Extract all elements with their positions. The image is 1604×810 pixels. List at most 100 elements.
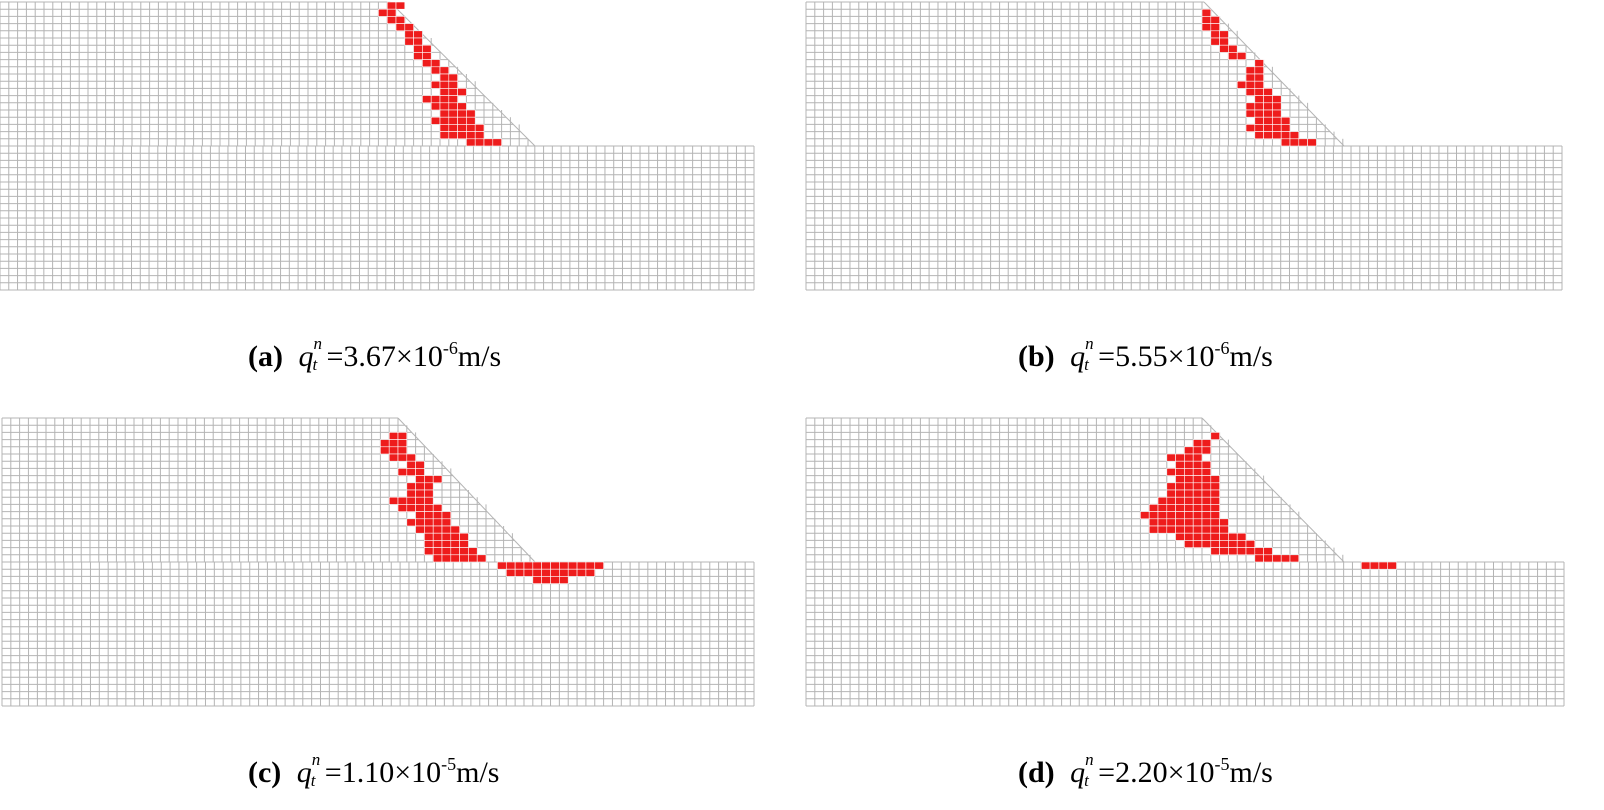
failed-element [1219, 532, 1229, 541]
failed-element [1192, 496, 1203, 505]
failed-element [466, 131, 476, 140]
failed-element [1210, 540, 1220, 548]
failed-element [1184, 504, 1194, 512]
flux-unit: m/s [457, 340, 502, 373]
failed-element [406, 453, 416, 462]
failed-element [1280, 138, 1291, 147]
failed-element [388, 432, 399, 440]
caption-b: (b) q n t =5.55×10-6m/s [1018, 334, 1273, 374]
failed-element [1210, 482, 1220, 491]
failed-element [1219, 518, 1229, 527]
failed-element [1219, 540, 1229, 548]
failed-element [1166, 518, 1176, 527]
failed-element [576, 561, 587, 570]
flux-exponent: -6 [442, 338, 458, 358]
failed-element [1201, 475, 1212, 484]
failed-element [1140, 511, 1150, 520]
failed-element [1254, 124, 1264, 132]
failed-element [441, 511, 452, 520]
failed-element [424, 525, 434, 534]
failed-element [459, 532, 469, 541]
failed-element [1245, 73, 1256, 82]
failed-element [1245, 547, 1256, 556]
failed-element [439, 73, 450, 82]
failed-element [1157, 496, 1168, 505]
failed-element [430, 116, 441, 125]
failed-element [1254, 102, 1264, 111]
failed-element [1192, 511, 1203, 520]
failed-element [1184, 446, 1194, 455]
failed-element [1289, 554, 1300, 563]
failed-element [1192, 460, 1203, 469]
failed-element [1201, 518, 1212, 527]
failed-element [413, 30, 423, 39]
failed-element [1272, 131, 1282, 140]
flux-exponent: -5 [441, 754, 457, 774]
failed-element [457, 124, 467, 132]
failed-element [457, 102, 467, 111]
failed-element [448, 88, 458, 96]
flux-unit: m/s [1229, 756, 1273, 789]
failed-elements [378, 1, 502, 147]
failed-element [1192, 482, 1203, 491]
failed-element [441, 547, 452, 556]
failed-element [424, 496, 434, 505]
failed-element [1210, 475, 1220, 484]
failed-element [424, 532, 434, 541]
failed-element [439, 131, 450, 140]
failed-element [439, 88, 450, 96]
failed-element [1192, 504, 1203, 512]
failed-element [567, 561, 578, 570]
failed-element [422, 59, 432, 68]
failed-element [448, 131, 458, 140]
failed-element [1184, 496, 1194, 505]
failed-element [1210, 525, 1220, 534]
failed-element [388, 446, 399, 455]
failed-element [1245, 102, 1256, 111]
failed-element [1254, 88, 1264, 96]
failed-element [541, 568, 551, 577]
failed-element [1210, 511, 1220, 520]
slope-mesh-c [1, 417, 755, 707]
failed-element [1175, 460, 1185, 469]
failed-element [559, 576, 569, 584]
failed-element [430, 80, 441, 89]
failed-element [413, 37, 423, 46]
failed-element [1175, 525, 1185, 534]
failed-element [422, 44, 432, 53]
failed-element [514, 561, 525, 570]
failed-element [1184, 540, 1194, 548]
failed-element [1254, 131, 1264, 140]
failed-element [395, 23, 406, 32]
failed-element [450, 525, 460, 534]
failed-element [415, 475, 425, 484]
failed-element [406, 460, 416, 469]
failed-element [424, 475, 434, 484]
failed-element [1263, 124, 1273, 132]
failed-element [424, 518, 434, 527]
failed-element [505, 561, 516, 570]
failed-element [1201, 489, 1212, 498]
failed-element [404, 30, 414, 39]
failed-element [550, 576, 560, 584]
failed-element [415, 518, 425, 527]
failed-element [1201, 439, 1212, 448]
failed-element [415, 511, 425, 520]
failed-element [397, 504, 408, 512]
failed-element [585, 568, 596, 577]
failed-element [1272, 124, 1282, 132]
failed-element [468, 554, 478, 563]
failed-element [406, 504, 416, 512]
failed-element [1228, 52, 1238, 60]
failed-element [1192, 439, 1203, 448]
mesh-panel-a [0, 0, 760, 296]
mesh-grid [805, 1, 1563, 291]
failed-element [1184, 525, 1194, 534]
failed-element [1272, 116, 1282, 125]
failed-element [1210, 489, 1220, 498]
failed-element [476, 554, 487, 563]
flux-value: =2.20×10 [1098, 756, 1215, 789]
failed-element [1236, 532, 1247, 541]
failed-element [1298, 138, 1308, 147]
